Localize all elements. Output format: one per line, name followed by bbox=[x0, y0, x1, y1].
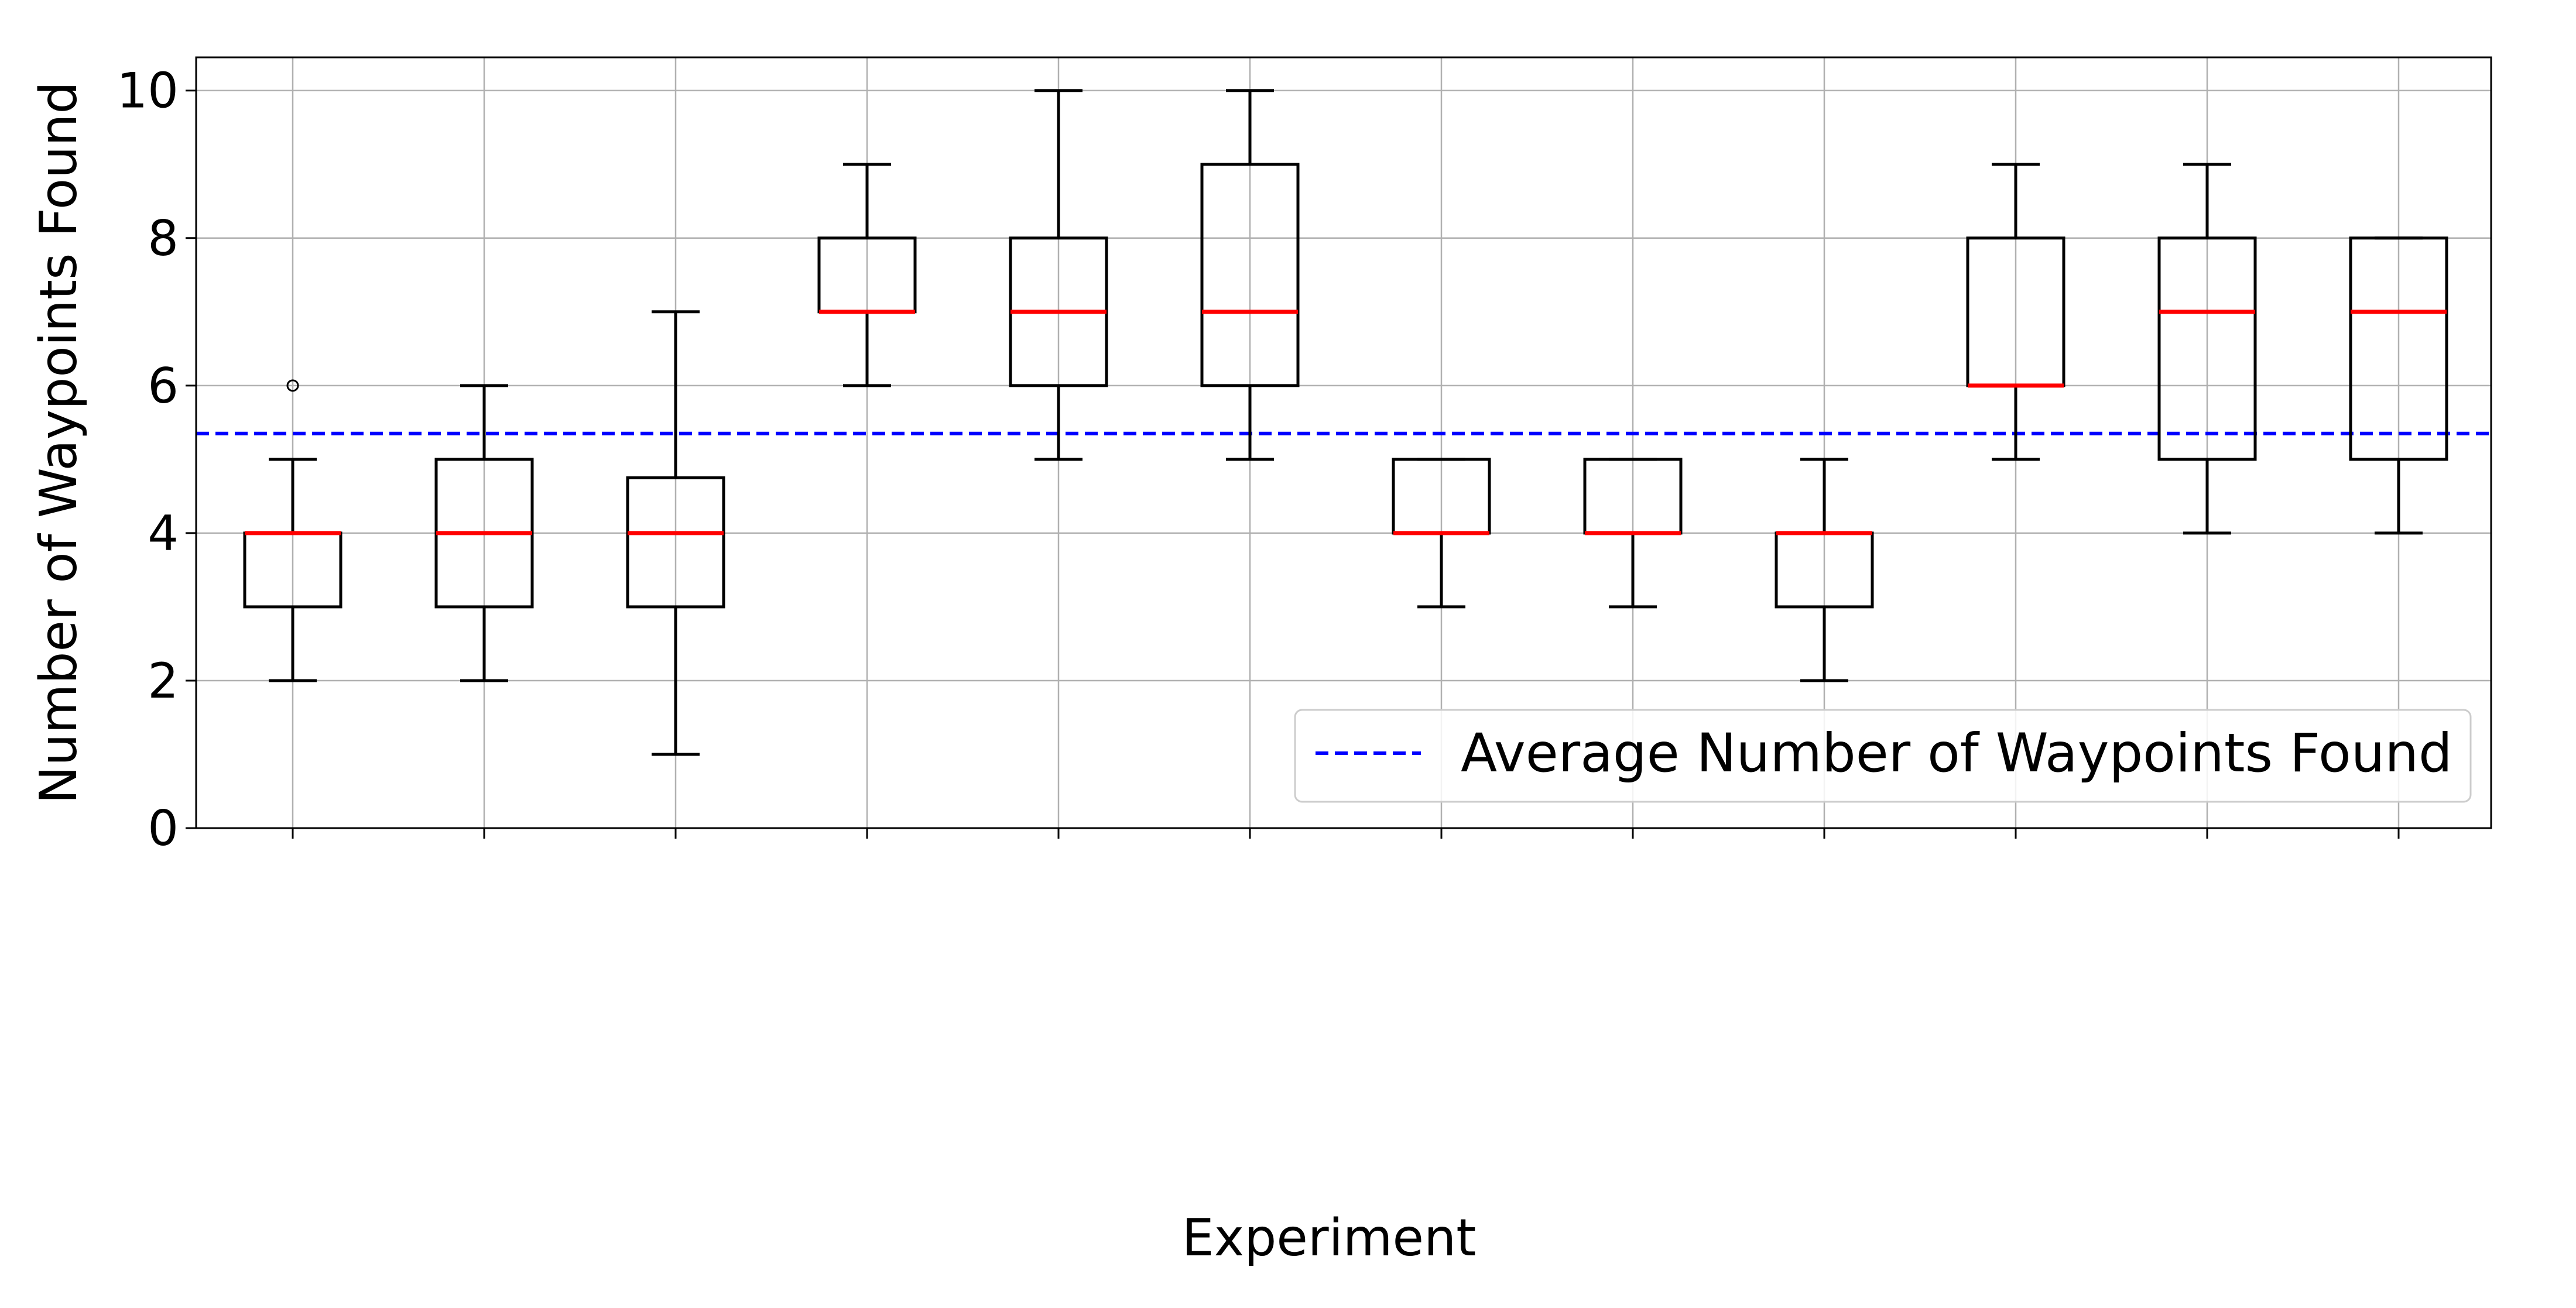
plot-frame bbox=[195, 56, 2492, 829]
box-iqr bbox=[626, 476, 725, 609]
y-tick-label: 4 bbox=[148, 505, 179, 562]
axis-ticks: 0 2 4 6 8 10 bbox=[117, 63, 2400, 857]
outlier-point bbox=[286, 379, 299, 392]
legend: Average Number of Waypoints Found bbox=[1294, 709, 2472, 803]
box-experiment-5 bbox=[1009, 89, 1108, 461]
y-tick-label: 6 bbox=[148, 358, 179, 414]
box-experiment-6 bbox=[1200, 89, 1300, 461]
y-tick-label: 10 bbox=[117, 63, 179, 119]
y-tick-label: 8 bbox=[148, 210, 179, 267]
y-axis-label: Number of Waypoints Found bbox=[29, 81, 88, 804]
box-experiment-3 bbox=[626, 310, 725, 756]
box-experiment-11 bbox=[2157, 163, 2257, 535]
boxes bbox=[243, 89, 2448, 756]
box-experiment-8 bbox=[1583, 458, 1683, 609]
y-tick-label: 2 bbox=[148, 653, 179, 709]
box-experiment-7 bbox=[1392, 458, 1491, 609]
y-tick-label: 0 bbox=[148, 800, 179, 857]
box-experiment-2 bbox=[434, 384, 534, 682]
box-iqr bbox=[2349, 236, 2448, 461]
box-experiment-9 bbox=[1775, 458, 1874, 682]
box-iqr bbox=[2157, 236, 2257, 461]
box-experiment-4 bbox=[817, 163, 917, 387]
legend-frame bbox=[1294, 709, 2472, 803]
box-experiment-10 bbox=[1966, 163, 2065, 461]
box-experiment-12 bbox=[2349, 236, 2448, 535]
box-iqr bbox=[1200, 163, 1300, 387]
x-axis-label: Experiment bbox=[1182, 1208, 1477, 1268]
box-experiment-1 bbox=[243, 379, 342, 682]
legend-entry-average: Average Number of Waypoints Found bbox=[1461, 723, 2452, 784]
